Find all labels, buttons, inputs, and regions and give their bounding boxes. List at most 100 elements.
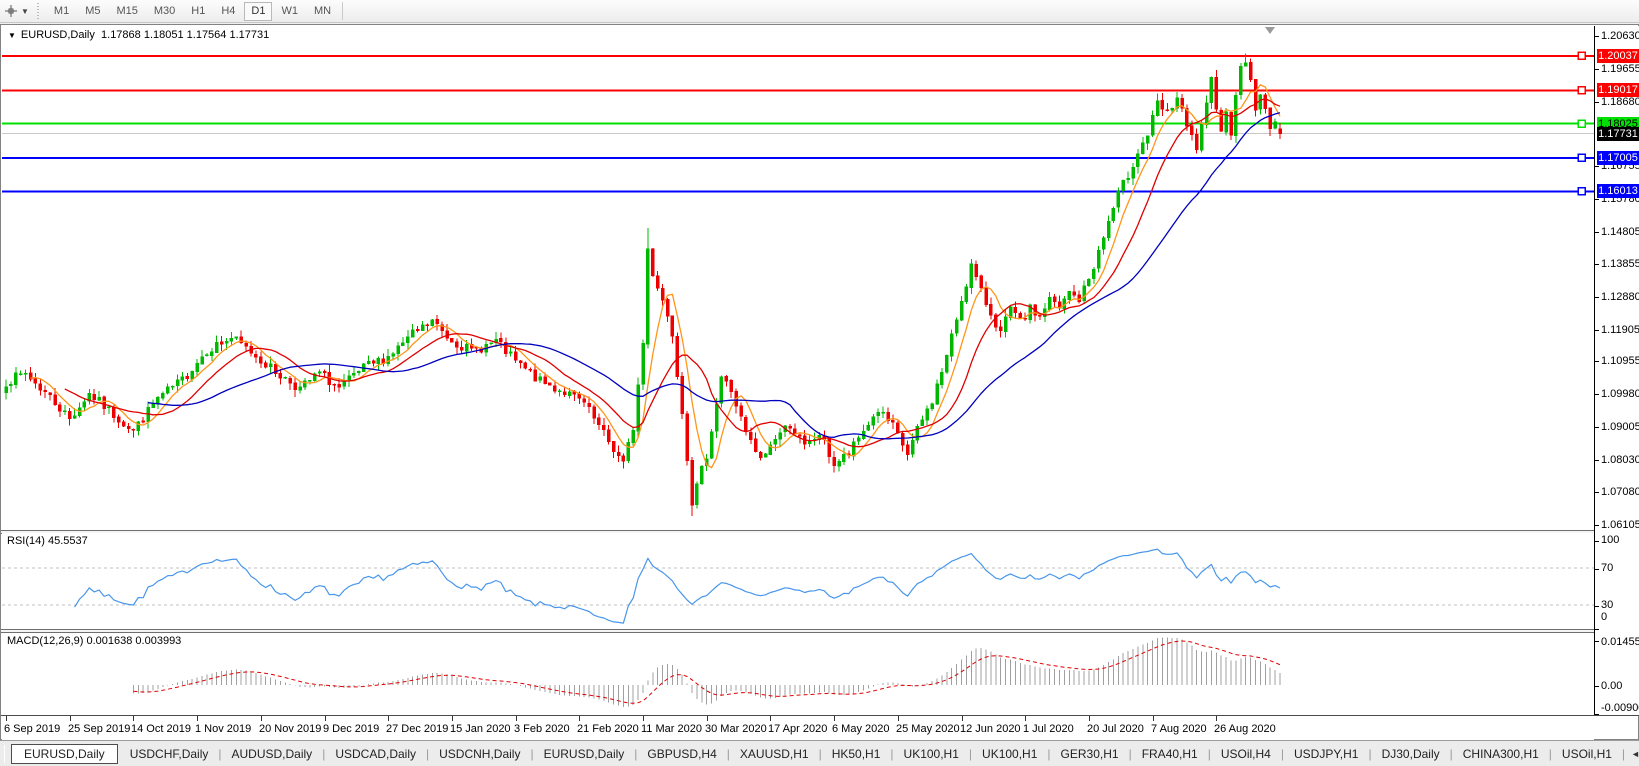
chart-tab[interactable]: USDJPY,H1 xyxy=(1293,746,1359,761)
date-tick-label: 15 Jan 2020 xyxy=(450,723,511,735)
rsi-axis-label: 0 xyxy=(1601,611,1608,623)
price-tick-label: 1.08030 xyxy=(1601,454,1639,466)
chart-tab[interactable]: DJ30,Daily xyxy=(1381,746,1440,761)
timeframe-button-w1[interactable]: W1 xyxy=(281,5,298,17)
tab-separator: | xyxy=(890,746,894,761)
chart-tab[interactable]: HK50,H1 xyxy=(831,746,881,761)
date-tick-label: 7 Aug 2020 xyxy=(1151,723,1207,735)
rsi-value: 45.5537 xyxy=(47,535,88,547)
date-tick xyxy=(707,716,708,721)
timeframe-button-mn[interactable]: MN xyxy=(313,5,332,17)
chart-tab[interactable]: UK100,H1 xyxy=(982,746,1038,761)
macd-tick xyxy=(1595,686,1599,687)
chart-tab[interactable]: XAUUSD,H1 xyxy=(739,746,809,761)
macd-pane[interactable]: MACD(12,26,9) 0.001638 0.003993 xyxy=(2,633,1595,715)
price-tick xyxy=(1595,297,1599,298)
rsi-tick xyxy=(1595,569,1599,570)
pane-splitter xyxy=(1,715,1639,716)
price-axis[interactable]: 1.20630 1.19655 1.18680 1.16755 1.15780 1.148… xyxy=(1594,26,1639,715)
date-tick xyxy=(133,716,134,721)
timeframe-button-m15[interactable]: M15 xyxy=(116,5,138,17)
date-tick xyxy=(261,716,262,721)
date-tick-label: 17 Apr 2020 xyxy=(768,723,828,735)
chart-tab[interactable]: UK100,H1 xyxy=(903,746,959,761)
chart-tab[interactable]: USOil,H4 xyxy=(1220,746,1271,761)
timeframe-button-h4[interactable]: H4 xyxy=(221,5,236,17)
chart-title: ▼ EURUSD,Daily 1.17868 1.18051 1.17564 1.… xyxy=(8,29,269,41)
tab-separator: | xyxy=(1207,746,1211,761)
chart-tab[interactable]: AUDUSD,Daily xyxy=(231,746,313,761)
collapse-triangle-icon[interactable]: ▼ xyxy=(8,31,16,40)
toolbar-separator xyxy=(342,2,344,20)
macd-tick xyxy=(1595,641,1599,642)
macd-values: 0.001638 0.003993 xyxy=(86,635,182,647)
chart-tab[interactable]: USDCHF,Daily xyxy=(129,746,209,761)
main-chart-pane[interactable] xyxy=(2,26,1595,530)
level-price-box: 1.16013 xyxy=(1597,184,1639,198)
chart-tab[interactable]: USDCAD,Daily xyxy=(335,746,416,761)
toolbar: ▼ M1 M5 M15 M30 H1 H4 D1 W1 MN xyxy=(0,0,1639,23)
chart-tab[interactable]: CHINA300,H1 xyxy=(1462,746,1539,761)
date-tick-label: 21 Feb 2020 xyxy=(577,723,639,735)
timeframe-button-h1[interactable]: H1 xyxy=(191,5,206,17)
timeframe-button-m30[interactable]: M30 xyxy=(153,5,176,17)
date-tick-label: 26 Aug 2020 xyxy=(1214,723,1276,735)
date-tick-label: 11 Mar 2020 xyxy=(641,723,702,735)
chart-shift-marker-icon[interactable] xyxy=(1265,27,1275,34)
date-tick-label: 12 Jun 2020 xyxy=(960,723,1021,735)
chart-tab[interactable]: GER30,H1 xyxy=(1060,746,1119,761)
price-tick xyxy=(1595,394,1599,395)
chart-tab[interactable]: USOil,H1 xyxy=(1561,746,1612,761)
crosshair-tool-icon[interactable] xyxy=(2,2,20,20)
price-tick-label: 1.14805 xyxy=(1601,226,1639,238)
date-tick xyxy=(898,716,899,721)
macd-axis-label: -0.009001 xyxy=(1601,702,1639,714)
rsi-tick xyxy=(1595,541,1599,542)
date-tick xyxy=(770,716,771,721)
toolbar-grip[interactable] xyxy=(34,3,41,19)
date-tick-label: 1 Nov 2019 xyxy=(195,723,252,735)
chart-ohlc-values: 1.17868 1.18051 1.17564 1.17731 xyxy=(101,29,270,41)
date-tick xyxy=(388,716,389,721)
rsi-tick xyxy=(1595,629,1599,630)
date-tick xyxy=(1025,716,1026,721)
price-tick-label: 1.06105 xyxy=(1601,519,1639,531)
timeframe-button-m1[interactable]: M1 xyxy=(53,5,70,17)
tab-separator: | xyxy=(1449,746,1453,761)
rsi-axis-label: 30 xyxy=(1601,599,1614,611)
chart-tab[interactable]: FRA40,H1 xyxy=(1141,746,1198,761)
tab-separator: | xyxy=(218,746,222,761)
chart-tab[interactable]: GBPUSD,H4 xyxy=(647,746,717,761)
date-tick xyxy=(643,716,644,721)
chart-tab[interactable]: EURUSD,Daily xyxy=(543,746,625,761)
chart-tab[interactable]: USDCNH,Daily xyxy=(439,746,521,761)
tab-bar-grip[interactable] xyxy=(4,744,5,763)
date-tick-label: 27 Dec 2019 xyxy=(386,723,449,735)
date-tick xyxy=(452,716,453,721)
tab-separator: | xyxy=(1128,746,1132,761)
date-tick-label: 20 Jul 2020 xyxy=(1087,723,1144,735)
current-price-box: 1.17731 xyxy=(1597,127,1639,141)
price-tick-label: 1.09980 xyxy=(1601,388,1639,400)
chart-tab[interactable]: EURUSD,Daily xyxy=(11,743,118,764)
price-tick xyxy=(1595,492,1599,493)
tab-separator: | xyxy=(1621,746,1626,761)
date-tick-label: 20 Nov 2019 xyxy=(259,723,322,735)
chart-window: ▼ EURUSD,Daily 1.17868 1.18051 1.17564 1.… xyxy=(0,24,1639,740)
price-tick-label: 1.11905 xyxy=(1601,324,1639,336)
macd-axis-label: 0.00 xyxy=(1601,680,1623,692)
tool-dropdown-caret-icon[interactable]: ▼ xyxy=(21,6,29,16)
time-axis[interactable]: 6 Sep 2019 25 Sep 2019 14 Oct 2019 1 Nov 20… xyxy=(2,716,1594,740)
tab-scroll-left-icon[interactable]: ◄ xyxy=(1631,748,1639,759)
rsi-tick xyxy=(1595,606,1599,607)
rsi-pane[interactable]: RSI(14) 45.5537 xyxy=(2,533,1595,629)
date-tick-label: 25 May 2020 xyxy=(896,723,960,735)
macd-tick xyxy=(1595,714,1599,715)
tab-separator: | xyxy=(1368,746,1372,761)
tab-list: EURUSD,Daily USDCHF,Daily | AUDUSD,Daily | US… xyxy=(8,743,1621,764)
level-price-box: 1.17005 xyxy=(1597,151,1639,165)
date-tick xyxy=(962,716,963,721)
pane-splitter[interactable] xyxy=(1,629,1639,633)
timeframe-button-d1[interactable]: D1 xyxy=(244,1,273,21)
timeframe-button-m5[interactable]: M5 xyxy=(85,5,101,17)
